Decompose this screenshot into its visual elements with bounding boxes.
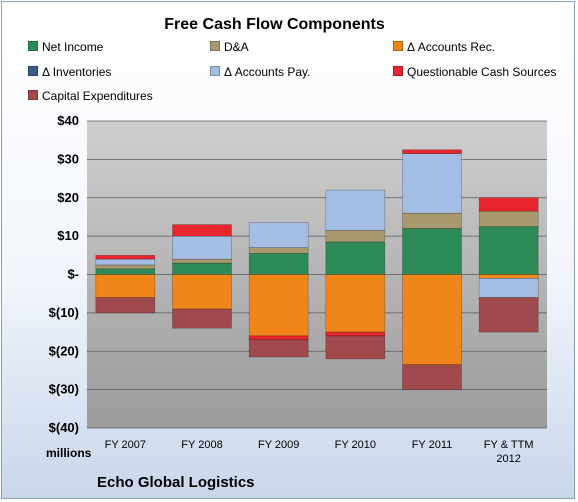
bar-segment: [325, 189, 386, 231]
bar-segment: [478, 274, 539, 279]
legend-net-income: Net Income: [28, 40, 103, 54]
bar-segment: [248, 274, 309, 337]
bar-segment: [248, 247, 309, 254]
gridlines: [87, 120, 547, 429]
legend-capital-expenditures: Capital Expenditures: [28, 89, 153, 103]
bar-segment: [402, 274, 462, 365]
legend-label: Δ Inventories: [42, 65, 112, 79]
y-tick-label: $10: [57, 228, 79, 243]
y-tick-label: $20: [57, 190, 79, 205]
bar-segment: [95, 264, 156, 270]
bar-segment: [95, 255, 156, 260]
bar-segment: [172, 224, 232, 237]
legend-accounts-rec: Δ Accounts Rec.: [393, 40, 495, 54]
bar-segment: [248, 253, 309, 275]
legend-label: Δ Accounts Rec.: [407, 40, 496, 54]
x-tick-label: FY 2010: [335, 439, 376, 451]
y-tick-label: $(40): [49, 420, 79, 435]
legend-label: Questionable Cash Sources: [407, 65, 557, 79]
bar-segment: [172, 262, 232, 275]
legend-label: Net Income: [42, 40, 104, 54]
bar-segment: [172, 274, 232, 310]
legend-swatch: [210, 41, 220, 51]
legend-accounts-pay: Δ Accounts Pay.: [210, 65, 311, 79]
y-tick-label: $30: [57, 151, 79, 166]
x-tick-label: FY & TTM: [484, 439, 534, 451]
bar-segment: [325, 331, 386, 337]
x-tick-label: 2012: [496, 453, 520, 465]
legend-swatch: [393, 41, 403, 51]
bar-segment: [478, 210, 539, 227]
legend-swatch: [393, 66, 403, 76]
legend-label: Capital Expenditures: [42, 89, 153, 103]
bar-segment: [478, 226, 539, 275]
legend-swatch: [28, 66, 38, 76]
chart-title: Free Cash Flow Components: [164, 16, 385, 33]
units-label: millions: [46, 446, 92, 460]
bar-segment: [402, 364, 462, 390]
bar-segment: [248, 222, 309, 248]
legend-swatch: [28, 41, 38, 51]
bar-segment: [325, 230, 386, 243]
bar-segment: [172, 258, 232, 264]
bars: [95, 149, 539, 390]
bar-segment: [248, 339, 309, 358]
legend-swatch: [210, 66, 220, 76]
y-tick-label: $(30): [49, 382, 79, 397]
legend-questionable-cash: Questionable Cash Sources: [393, 65, 556, 79]
bar-segment: [325, 241, 386, 275]
y-tick-label: $40: [57, 113, 79, 128]
y-tick-label: $(10): [49, 305, 79, 320]
bar-segment: [95, 268, 156, 275]
legend-label: Δ Accounts Pay.: [224, 65, 311, 79]
x-axis-ticks: FY 2007 FY 2008 FY 2009 FY 2010 FY 2011 FY & …: [105, 439, 534, 465]
y-tick-label: $-: [67, 267, 79, 282]
x-tick-label: FY 2009: [258, 439, 299, 451]
x-tick-label: FY 2007: [105, 439, 146, 451]
legend-inventories: Δ Inventories: [28, 65, 111, 79]
bar-segment: [95, 274, 156, 298]
legend-label: D&A: [224, 40, 249, 54]
bar-segment: [95, 297, 156, 314]
bar-segment: [478, 197, 539, 212]
bar-segment: [95, 258, 156, 266]
bar-segment: [402, 153, 462, 214]
bar-segment: [325, 274, 386, 333]
bar-segment: [325, 335, 386, 360]
bar-segment: [478, 278, 539, 298]
y-axis-ticks: $40 $30 $20 $10 $- $(10) $(20) $(30) $(40): [49, 113, 79, 435]
y-tick-label: $(20): [49, 343, 79, 358]
bar-segment: [478, 297, 539, 333]
plot-area: $40 $30 $20 $10 $- $(10) $(20) $(30) $(40) FY 20…: [49, 113, 547, 465]
x-tick-label: FY 2008: [181, 439, 222, 451]
legend-swatch: [28, 90, 38, 100]
x-tick-label: FY 2011: [412, 439, 453, 451]
bar-segment: [402, 228, 462, 275]
bar-segment: [172, 308, 232, 329]
company-label: Echo Global Logistics: [97, 474, 255, 491]
bar-segment: [248, 335, 309, 341]
bar-segment: [402, 212, 462, 229]
legend-d-and-a: D&A: [210, 40, 249, 54]
bar-segment: [402, 149, 462, 154]
bar-segment: [172, 235, 232, 260]
